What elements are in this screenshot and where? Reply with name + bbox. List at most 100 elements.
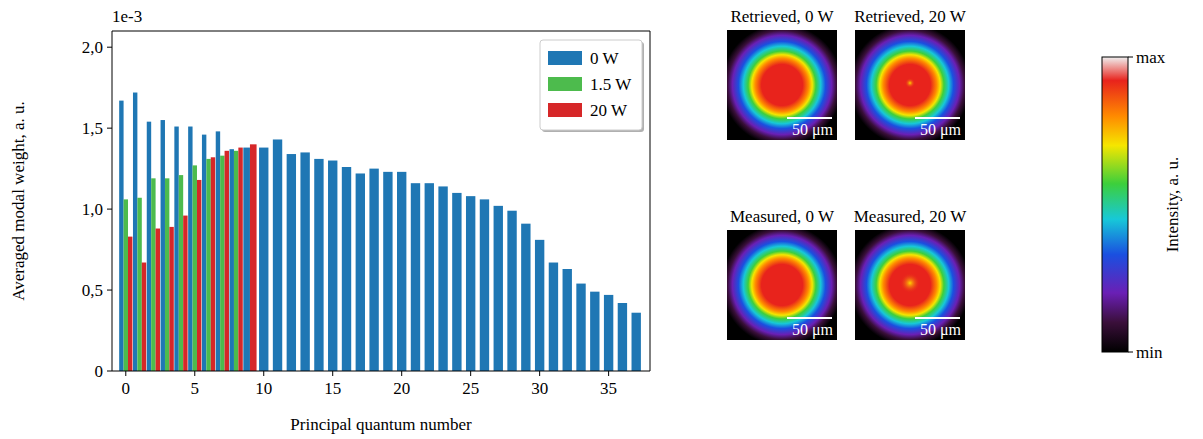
y-axis-line <box>112 31 113 371</box>
bar <box>590 292 599 371</box>
panel-title: Retrieved, 0 W <box>730 7 834 26</box>
legend-swatch <box>548 103 582 117</box>
legend-label: 20 W <box>590 101 628 120</box>
x-tick-label: 30 <box>531 379 548 398</box>
scale-bar <box>787 317 832 319</box>
legend-box <box>540 40 642 130</box>
frame-top <box>112 31 650 32</box>
bar <box>383 172 392 371</box>
colorbar-tick <box>1128 57 1133 58</box>
bar <box>342 167 351 371</box>
y-axis-title: Averaged modal weight, a. u. <box>9 101 28 300</box>
scale-bar-label: 50 μm <box>920 121 962 139</box>
y-tick <box>107 128 112 129</box>
bar <box>259 148 268 371</box>
bar <box>576 284 585 371</box>
scale-bar-label: 50 μm <box>792 321 834 339</box>
colorbar-min-label: min <box>1136 343 1163 362</box>
bar <box>425 183 434 371</box>
bar <box>328 161 337 371</box>
x-tick <box>539 371 540 376</box>
x-tick-label: 15 <box>324 379 341 398</box>
intensity-image <box>727 30 837 140</box>
bar <box>193 165 197 371</box>
center-spot <box>900 273 920 293</box>
legend-swatch <box>548 77 582 91</box>
x-tick-label: 35 <box>600 379 617 398</box>
bar <box>618 303 627 371</box>
bar <box>225 151 229 371</box>
bar <box>211 157 215 371</box>
x-tick <box>332 371 333 376</box>
bar <box>397 172 406 371</box>
x-axis-line <box>112 371 650 372</box>
x-tick <box>470 371 471 376</box>
bar <box>466 196 475 371</box>
bar <box>243 148 250 371</box>
scale-bar-label: 50 μm <box>792 121 834 139</box>
bar <box>188 127 192 371</box>
legend-swatch <box>548 51 582 65</box>
panel-title: Measured, 20 W <box>854 207 967 226</box>
bar <box>632 313 641 371</box>
bar <box>179 175 183 371</box>
bar <box>156 229 160 371</box>
bar <box>480 199 489 371</box>
bar <box>202 135 206 371</box>
bar <box>220 156 224 371</box>
scale-bar-label: 50 μm <box>920 321 962 339</box>
x-tick <box>125 371 126 376</box>
y-tick <box>107 371 112 372</box>
bar <box>369 169 378 371</box>
bar <box>300 152 309 371</box>
bar <box>147 122 151 371</box>
legend: 0 W1.5 W20 W <box>540 40 644 132</box>
bar <box>119 101 123 371</box>
bar <box>521 224 530 371</box>
bar <box>142 263 146 371</box>
bar <box>604 295 613 371</box>
bar <box>535 240 544 371</box>
x-tick-label: 20 <box>393 379 410 398</box>
y-tick-label: 1,0 <box>82 200 103 219</box>
bar <box>128 237 132 371</box>
x-axis-title: Principal quantum number <box>290 415 472 434</box>
y-tick <box>107 290 112 291</box>
x-tick <box>194 371 195 376</box>
x-tick-label: 0 <box>122 379 131 398</box>
legend-label: 0 W <box>590 49 619 68</box>
bar <box>137 198 141 371</box>
bar <box>234 151 238 371</box>
bar <box>206 159 210 371</box>
scale-bar <box>915 117 960 119</box>
x-tick-label: 5 <box>191 379 200 398</box>
y-tick-label: 0,5 <box>82 281 103 300</box>
bar <box>411 183 420 371</box>
bar <box>494 206 503 371</box>
colorbar-title: Intensity, a. u. <box>1163 157 1182 253</box>
scale-bar <box>787 117 832 119</box>
colorbar-max-label: max <box>1136 48 1166 67</box>
bar <box>314 159 323 371</box>
scale-bar <box>915 317 960 319</box>
x-tick <box>401 371 402 376</box>
frame-right <box>650 31 651 371</box>
x-tick <box>263 371 264 376</box>
y-tick-label: 1,5 <box>82 119 103 138</box>
y-tick-label: 2,0 <box>82 38 103 57</box>
intensity-image <box>855 30 965 140</box>
bar <box>356 173 365 371</box>
bar <box>273 139 282 371</box>
bar <box>174 127 178 371</box>
intensity-image <box>855 230 965 340</box>
bar <box>151 178 155 371</box>
x-tick-label: 25 <box>462 379 479 398</box>
colorbar <box>1102 57 1128 352</box>
bar <box>507 211 516 371</box>
bar <box>216 131 220 371</box>
x-tick <box>608 371 609 376</box>
bar <box>165 178 169 371</box>
bar <box>238 148 242 371</box>
page: 0510152025303500,51,01,52,01e-3Principal… <box>0 0 1203 439</box>
bar <box>124 199 128 371</box>
